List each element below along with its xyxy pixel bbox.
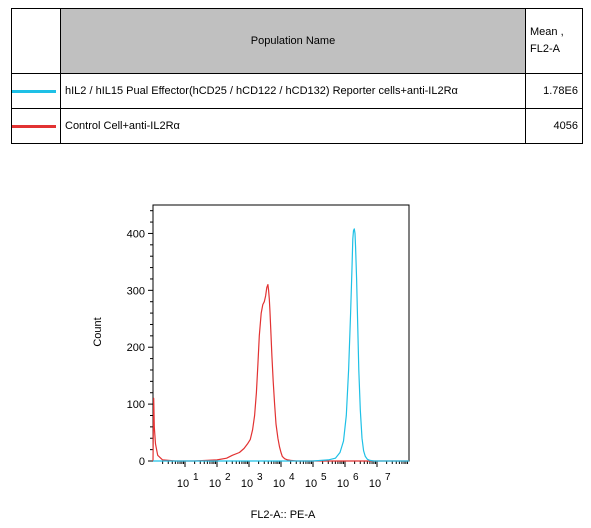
x-tick-exponent: 2: [225, 472, 231, 483]
legend-row-mean: 1.78E6: [525, 73, 583, 109]
y-tick-label: 0: [139, 456, 145, 468]
legend-swatch-header: [11, 8, 61, 74]
y-tick-label: 100: [127, 399, 145, 411]
legend-row: hIL2 / hIL15 Pual Effector(hCD25 / hCD12…: [11, 73, 583, 109]
x-tick-exponent: 1: [193, 472, 199, 483]
x-tick-label: 10: [273, 478, 285, 490]
series-group: [152, 228, 409, 462]
x-tick-exponent: 4: [289, 472, 295, 483]
population-name-header: Population Name: [60, 8, 526, 74]
x-tick-exponent: 5: [321, 472, 327, 483]
x-tick-label: 10: [337, 478, 349, 490]
x-tick-label: 10: [241, 478, 253, 490]
control-series-line: [152, 284, 409, 462]
y-axis-label: Count: [92, 317, 104, 346]
x-axis: 10 1 10 2 10 3 10 4 10 5 10 6 10 7: [162, 461, 409, 490]
legend-row-name: hIL2 / hIL15 Pual Effector(hCD25 / hCD12…: [60, 73, 526, 109]
x-axis-label: FL2-A:: PE-A: [251, 509, 316, 521]
x-tick-exponent: 6: [353, 472, 359, 483]
plot-frame: [152, 204, 410, 462]
y-tick-label: 300: [127, 285, 145, 297]
mean-header: Mean , FL2-A: [525, 8, 583, 74]
x-tick-label: 10: [209, 478, 221, 490]
legend-row-mean: 4056: [525, 108, 583, 144]
legend-row-name: Control Cell+anti-IL2Rα: [60, 108, 526, 144]
y-tick-label: 200: [127, 342, 145, 354]
y-axis: 0 100 200 300 400: [127, 210, 153, 468]
reporter-series-line: [153, 228, 409, 462]
red-line-swatch: [12, 124, 56, 128]
legend-row: Control Cell+anti-IL2Rα 4056: [11, 108, 583, 144]
mean-header-text: Mean , FL2-A: [530, 26, 564, 55]
legend-table: Population Name Mean , FL2-A hIL2 / hIL1…: [11, 8, 583, 144]
x-tick-label: 10: [177, 478, 189, 490]
legend-header-row: Population Name Mean , FL2-A: [11, 8, 583, 74]
legend-swatch-cell: [11, 108, 61, 144]
x-tick-exponent: 7: [385, 472, 391, 483]
x-tick-label: 10: [369, 478, 381, 490]
y-tick-label: 400: [127, 228, 145, 240]
x-tick-exponent: 3: [257, 472, 263, 483]
cyan-line-swatch: [12, 89, 56, 93]
x-tick-label: 10: [305, 478, 317, 490]
